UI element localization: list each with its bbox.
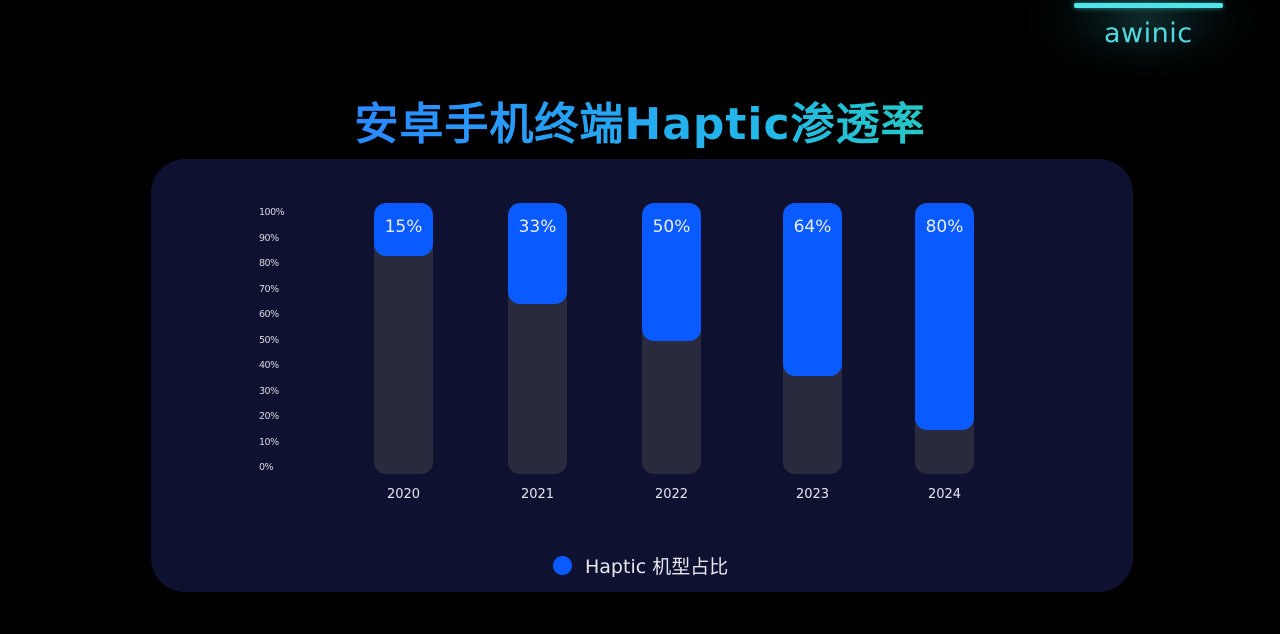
y-tick: 80% (259, 258, 279, 269)
x-label-2021: 2021 (520, 487, 555, 502)
legend-label: Haptic 机型占比 (585, 556, 729, 578)
brand-glow (1030, 0, 1260, 80)
chart-title: 安卓手机终端Haptic渗透率 (0, 88, 1280, 152)
y-tick: 40% (259, 360, 279, 371)
bar-value-label: 50% (652, 217, 691, 237)
bar-track-2024: 80% (915, 203, 974, 474)
bar-value-label: 80% (925, 217, 964, 237)
legend-dot-icon (553, 556, 572, 575)
x-label-2020: 2020 (386, 487, 421, 502)
x-label-2022: 2022 (654, 487, 689, 502)
bar-value-label: 64% (793, 217, 832, 237)
bar-track-2020: 15% (374, 203, 433, 474)
bar-fill-2022[interactable]: 50% (642, 203, 701, 341)
y-tick: 70% (259, 284, 279, 295)
bar-track-2023: 64% (783, 203, 842, 474)
y-tick: 100% (259, 207, 285, 218)
brand-logo: awinic (1104, 18, 1193, 49)
y-tick: 50% (259, 335, 279, 346)
bar-value-label: 33% (518, 217, 557, 237)
bar-track-2022: 50% (642, 203, 701, 474)
x-label-2024: 2024 (927, 487, 962, 502)
bar-fill-2023[interactable]: 64% (783, 203, 842, 376)
y-tick: 20% (259, 411, 279, 422)
y-tick: 60% (259, 309, 279, 320)
y-tick: 90% (259, 233, 279, 244)
bar-fill-2020[interactable]: 15% (374, 203, 433, 256)
x-label-2023: 2023 (795, 487, 830, 502)
legend[interactable]: Haptic 机型占比 (553, 552, 728, 579)
bar-value-label: 15% (384, 217, 423, 237)
bar-fill-2021[interactable]: 33% (508, 203, 567, 304)
bar-track-2021: 33% (508, 203, 567, 474)
y-tick: 0% (259, 462, 274, 473)
y-tick: 30% (259, 386, 279, 397)
brand-accent-bar (1074, 3, 1223, 8)
y-tick: 10% (259, 437, 279, 448)
bar-fill-2024[interactable]: 80% (915, 203, 974, 430)
